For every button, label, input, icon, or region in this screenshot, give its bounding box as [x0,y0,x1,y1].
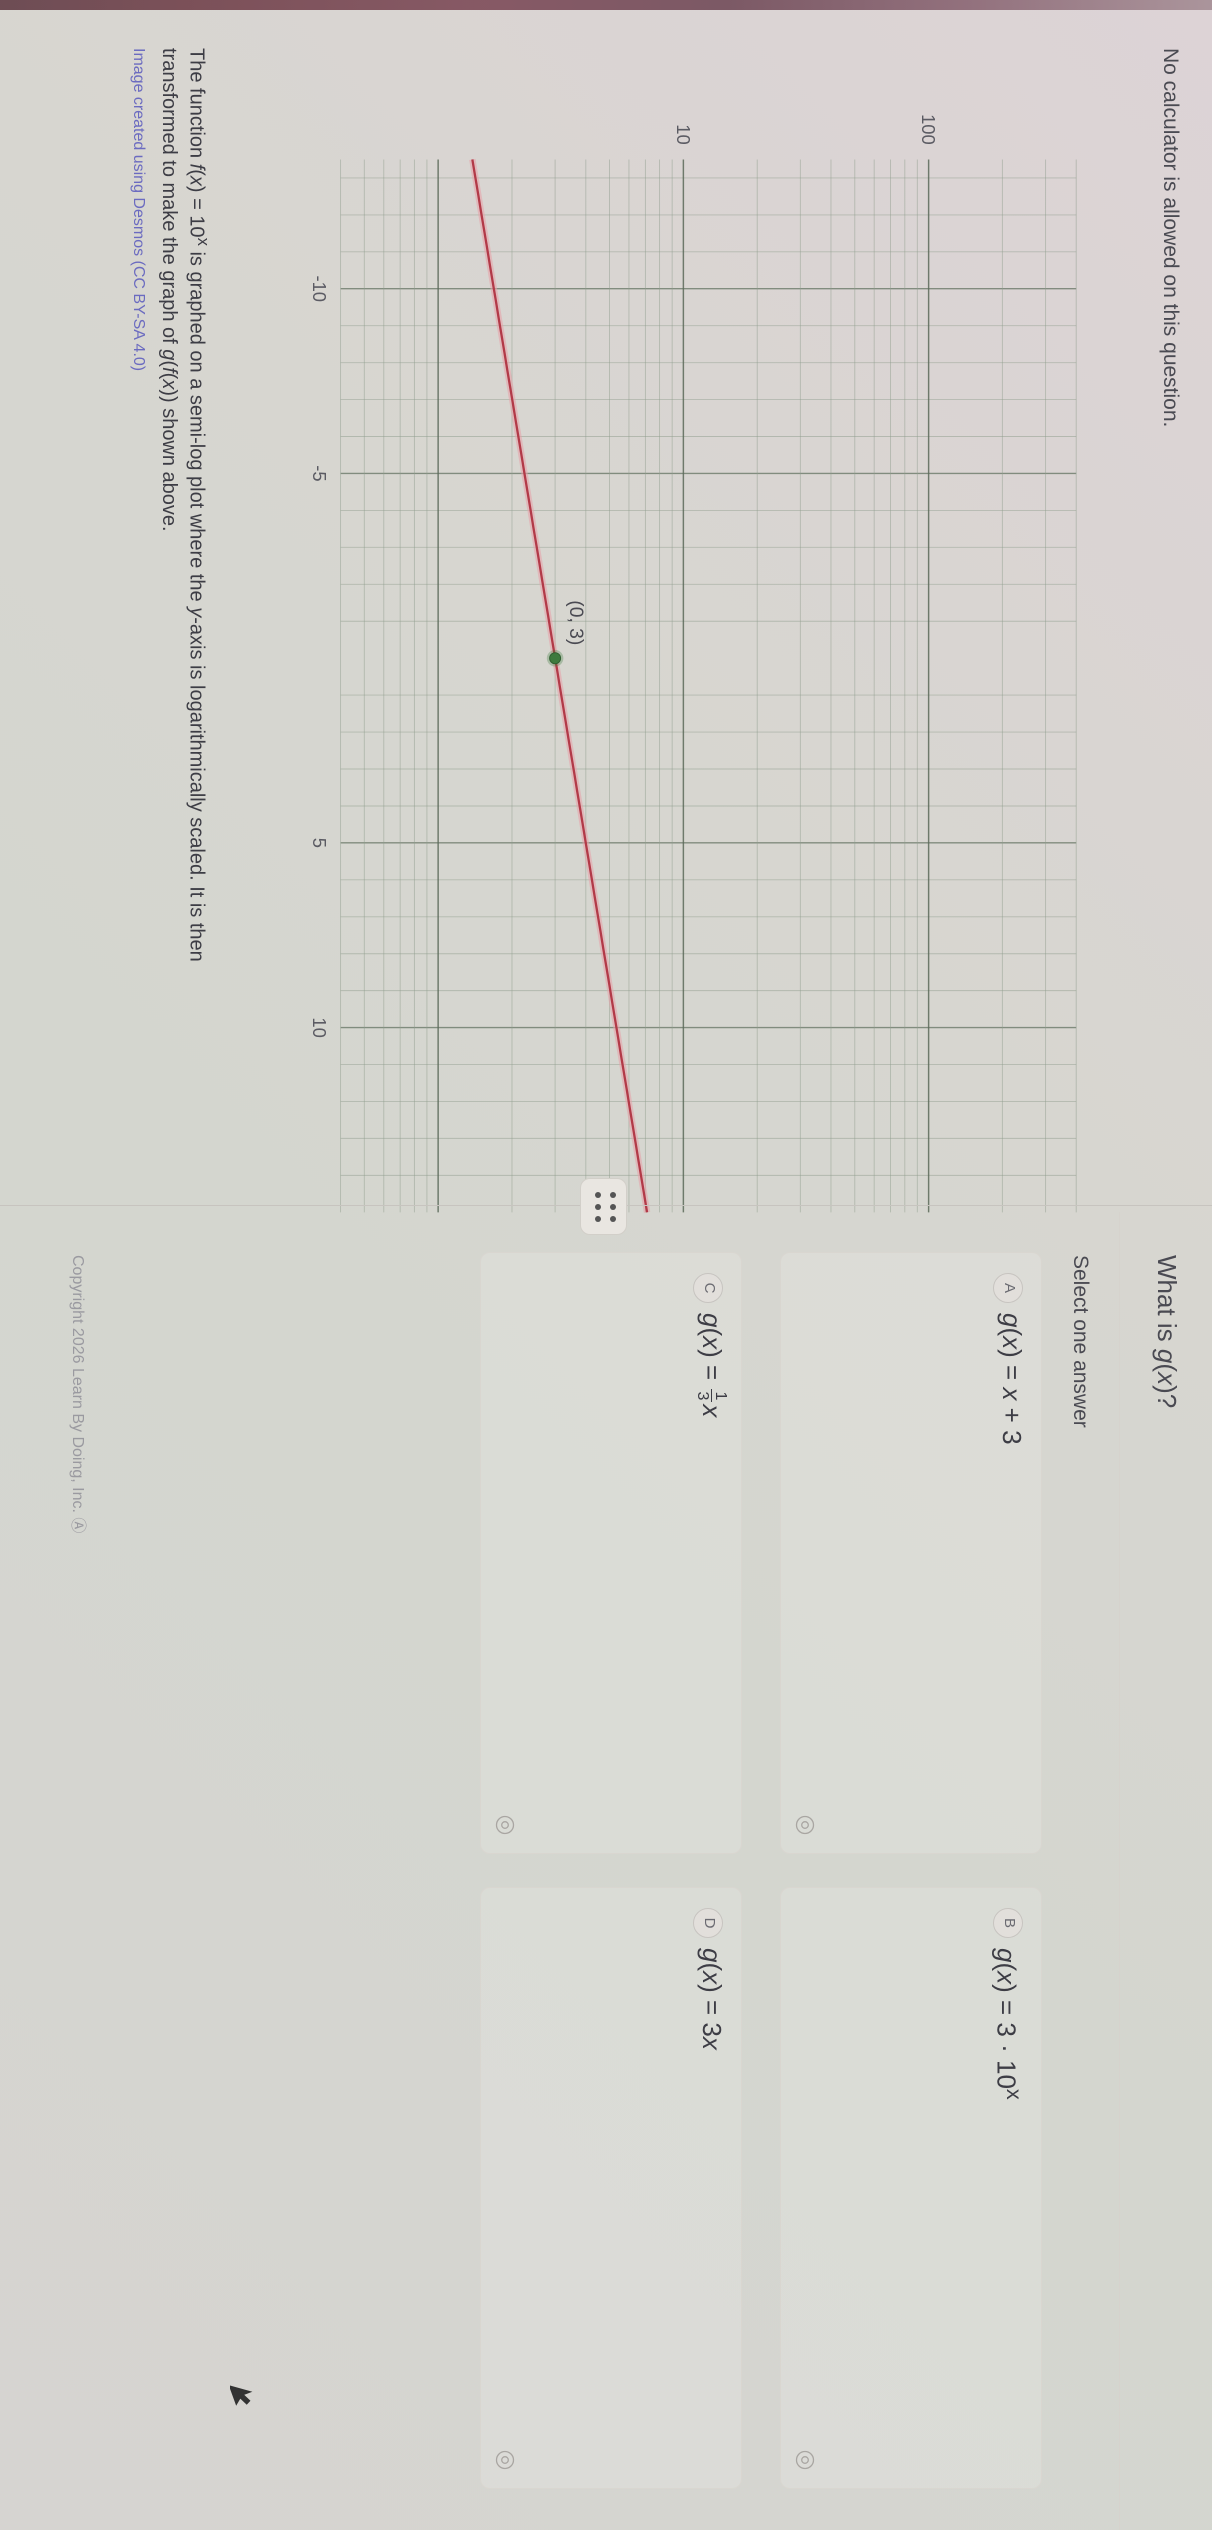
svg-text:(0, 3): (0, 3) [565,600,586,645]
svg-text:10: 10 [673,124,694,144]
svg-text:-5: -5 [309,465,330,481]
svg-text:10: 10 [309,1017,330,1037]
svg-text:100: 100 [918,114,939,145]
svg-text:-10: -10 [309,275,330,302]
svg-text:5: 5 [309,838,330,848]
